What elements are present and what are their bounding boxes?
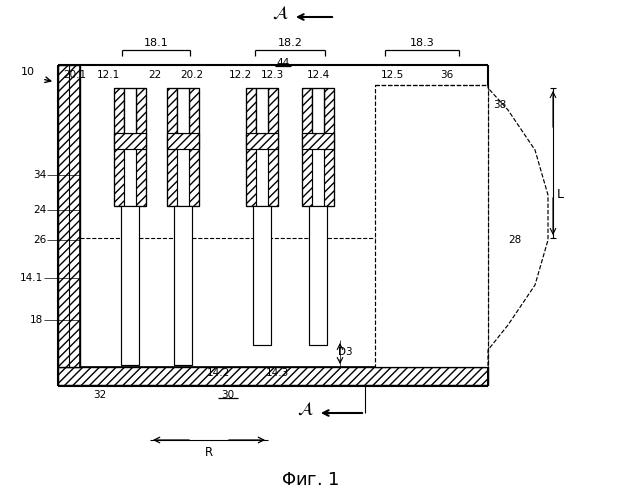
Text: 32: 32 [93,390,107,400]
Bar [401,88,411,206]
Bar [434,133,466,149]
Bar [302,133,334,149]
Text: 24: 24 [33,205,46,215]
Bar [386,206,404,365]
Text: D3: D3 [338,347,352,357]
Text: 34: 34 [33,170,46,180]
Bar [456,88,466,206]
Bar [389,88,401,133]
Text: 12.4: 12.4 [306,70,330,80]
Bar [121,206,139,365]
Text: 36: 36 [440,70,454,80]
Text: 20.1: 20.1 [63,70,87,80]
Text: R: R [205,446,213,458]
Bar [312,88,324,133]
Bar [246,88,256,206]
Bar [379,88,389,206]
Bar [375,85,488,367]
Text: $\mathcal{A}$: $\mathcal{A}$ [272,4,288,22]
Text: 12.5: 12.5 [380,70,404,80]
Bar [124,88,136,133]
Text: 18.3: 18.3 [410,38,434,48]
Bar [174,206,192,365]
Bar [177,88,189,133]
Bar [58,367,488,385]
Text: 20.2: 20.2 [181,70,204,80]
Bar [441,206,459,365]
Bar [434,88,444,206]
Bar [256,88,268,133]
Bar [58,65,80,367]
Text: 28: 28 [508,235,522,245]
Text: 30: 30 [221,390,235,400]
Bar [189,88,199,206]
Text: 12.2: 12.2 [228,70,251,80]
Text: 18.1: 18.1 [144,38,168,48]
Bar [114,88,124,206]
Bar [268,88,278,206]
Text: 14.1: 14.1 [20,273,43,283]
Bar [379,133,411,149]
Text: 14.3: 14.3 [265,368,288,378]
Bar [253,206,271,345]
Text: $\mathcal{A}$: $\mathcal{A}$ [297,400,313,418]
Bar [136,88,146,206]
Text: 14.2: 14.2 [206,368,230,378]
Text: 12.1: 12.1 [96,70,120,80]
Text: 26: 26 [33,235,46,245]
Text: 18.2: 18.2 [278,38,302,48]
Text: 38: 38 [493,100,507,110]
Bar [302,88,312,206]
Text: 22: 22 [149,70,161,80]
Bar [167,88,177,206]
Text: $\mathit{\Phi}$иг. 1: $\mathit{\Phi}$иг. 1 [281,471,339,489]
Bar [309,206,327,345]
Text: 12.3: 12.3 [260,70,284,80]
Text: 18: 18 [30,315,43,325]
Text: L: L [556,188,563,202]
Bar [114,133,146,149]
Bar [246,133,278,149]
Text: 10: 10 [21,67,35,77]
Text: 44: 44 [276,58,290,68]
Bar [167,133,199,149]
Bar [444,88,456,133]
Bar [324,88,334,206]
